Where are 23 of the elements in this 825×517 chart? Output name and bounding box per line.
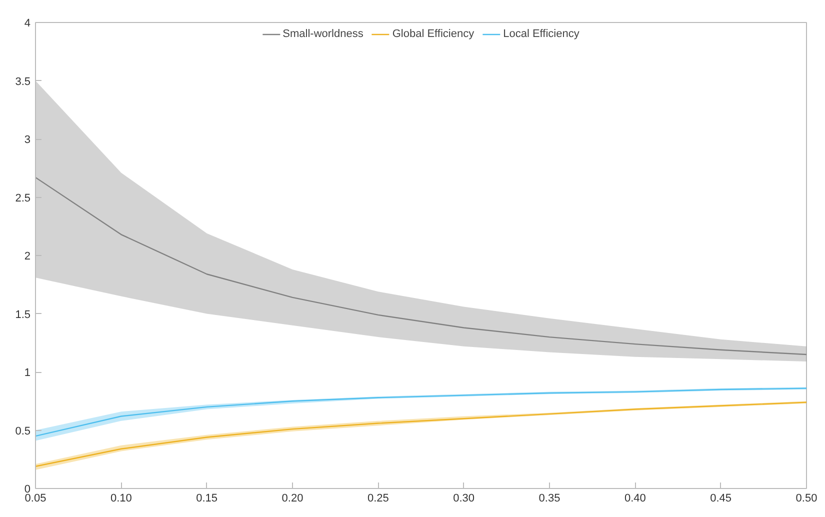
legend-label: Local Efficiency bbox=[503, 28, 580, 40]
y-tick-label: 0 bbox=[24, 484, 31, 496]
y-tick-label: 4 bbox=[24, 18, 31, 30]
y-tick-label: 2 bbox=[24, 250, 31, 262]
y-tick-label: 3 bbox=[24, 134, 31, 146]
x-tick-label: 0.45 bbox=[710, 492, 732, 504]
y-tick-label: 3.5 bbox=[15, 76, 31, 88]
x-tick-label: 0.25 bbox=[367, 492, 389, 504]
x-tick-label: 0.15 bbox=[196, 492, 218, 504]
y-tick-label: 1.5 bbox=[15, 308, 31, 321]
x-tick-label: 0.10 bbox=[110, 492, 132, 504]
x-tick-label: 0.50 bbox=[796, 492, 818, 504]
x-tick-label: 0.35 bbox=[538, 492, 560, 504]
x-tick-label: 0.20 bbox=[282, 492, 304, 504]
line-series bbox=[36, 176, 806, 356]
y-tick-label: 2.5 bbox=[15, 192, 31, 204]
x-tick-label: 0.30 bbox=[453, 492, 475, 504]
x-tick-label: 0.40 bbox=[624, 492, 646, 504]
y-tick-label: 1 bbox=[24, 367, 31, 379]
legend-label: Global Efficiency bbox=[392, 28, 474, 40]
legend-label: Small-worldness bbox=[282, 28, 364, 40]
y-tick-label: 0.5 bbox=[15, 425, 31, 438]
x-tick-label: 0.05 bbox=[24, 492, 46, 504]
